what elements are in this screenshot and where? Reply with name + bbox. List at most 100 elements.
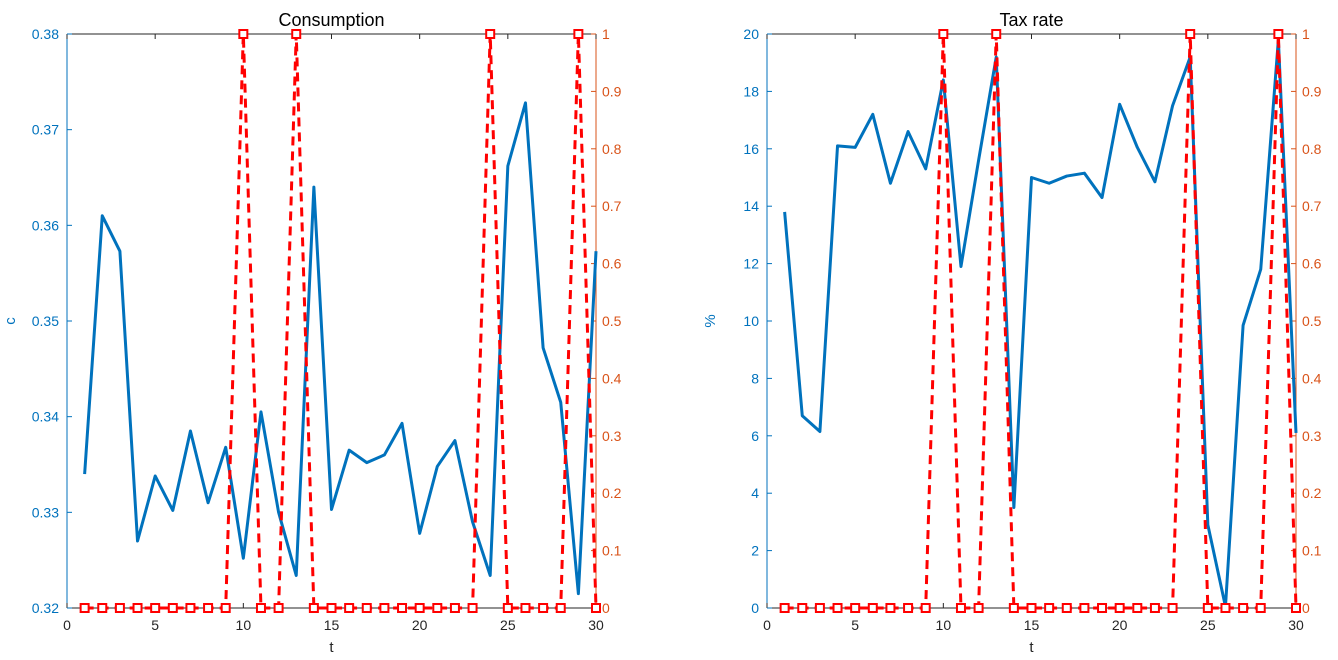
x-tick-label: 10 [236,617,252,633]
series-line-1 [783,38,1298,609]
dummy-point-marker [1255,603,1266,613]
y-tick-label: 2 [751,543,759,559]
dummy-point-marker [361,603,372,613]
y-tick-label: 0.36 [32,217,59,233]
y2-tick-label: 0.5 [1302,313,1322,329]
dummy-point-marker [538,603,549,613]
dummy-point-marker [1291,603,1301,613]
y2-tick-label: 0.9 [602,83,622,99]
dummy-point-marker [308,603,319,613]
dummy-point-marker [203,603,214,613]
y2-tick-label: 0.1 [602,543,622,559]
y2-tick-label: 0.4 [1302,370,1322,386]
dummy-point-marker [467,603,478,613]
dummy-point-marker [1026,603,1037,613]
dummy-point-marker [167,603,178,613]
dummy-point-marker [326,603,337,613]
dummy-point-marker [132,603,143,613]
dummy-point-marker [814,603,825,613]
x-axis-label: t [1029,639,1034,656]
x-axis-label: t [329,639,334,656]
dummy-point-marker [238,29,249,39]
x-tick-label: 10 [936,617,952,633]
x-tick-label: 5 [151,617,159,633]
dummy-point-marker [850,603,861,613]
y-axis-label: c [2,317,19,325]
dummy-series-line [784,32,1298,610]
y-tick-label: 0 [751,600,759,616]
y-tick-label: 6 [751,428,759,444]
dummy-point-marker [1185,29,1196,39]
x-tick-label: 0 [763,617,771,633]
dummy-point-marker [185,603,196,613]
dummy-point-marker [832,603,843,613]
y2-tick-label: 0.3 [602,428,622,444]
dummy-point-marker [273,603,284,613]
dummy-point-marker [885,603,896,613]
y2-tick-label: 0.5 [602,313,622,329]
y-tick-label: 10 [743,313,759,329]
dummy-point-marker [1044,603,1055,613]
dummy-point-marker [520,603,531,613]
y2-tick-label: 0.3 [1302,428,1322,444]
y2-tick-label: 0 [1302,600,1310,616]
y-tick-label: 8 [751,370,759,386]
x-tick-label: 30 [1288,617,1304,633]
dummy-point-marker [591,603,601,613]
x-tick-label: 15 [1024,617,1040,633]
x-tick-label: 15 [324,617,340,633]
dummy-point-marker [1008,603,1019,613]
dummy-point-marker [955,603,966,613]
y2-tick-label: 0.9 [1302,83,1322,99]
dummy-point-marker [79,603,90,613]
dummy-point-marker [379,603,390,613]
y2-tick-label: 0.7 [1302,198,1322,214]
dummy-point-marker [150,603,161,613]
dummy-point-marker [344,603,355,613]
y2-tick-label: 0.6 [602,256,622,272]
dummy-point-marker [1238,603,1249,613]
dummy-point-marker [1167,603,1178,613]
y2-tick-label: 1 [1302,26,1310,42]
dummy-point-marker [973,603,984,613]
y-tick-label: 16 [743,141,759,157]
dummy-point-marker [1097,603,1108,613]
dummy-point-marker [1149,603,1160,613]
y-tick-label: 14 [743,198,759,214]
dummy-point-marker [920,603,931,613]
dummy-point-marker [502,603,513,613]
y2-tick-label: 1 [602,26,610,42]
dummy-point-marker [291,29,302,39]
dummy-point-marker [220,603,231,613]
dummy-point-marker [114,603,125,613]
dummy-point-marker [414,603,425,613]
dummy-point-marker [1273,29,1284,39]
dummy-point-marker [1114,603,1125,613]
dummy-point-marker [1061,603,1072,613]
dummy-point-marker [449,603,460,613]
y-tick-label: 0.35 [32,313,59,329]
dummy-point-marker [867,603,878,613]
dummy-point-marker [397,603,408,613]
dummy-point-marker [432,603,443,613]
y-tick-label: 0.37 [32,122,59,138]
x-tick-label: 20 [412,617,428,633]
y2-tick-label: 0.7 [602,198,622,214]
dummy-point-marker [1220,603,1231,613]
dummy-point-marker [555,603,566,613]
x-tick-label: 5 [851,617,859,633]
y-tick-label: 0.34 [32,409,59,425]
y-tick-label: 0.38 [32,26,59,42]
dummy-point-marker [1079,603,1090,613]
y-axis-label: % [702,314,719,327]
dummy-point-marker [1202,603,1213,613]
x-tick-label: 0 [63,617,71,633]
chart-panel-2: 0 5 10 15 20 25 300246810121416182000.10.20.30… [702,10,1322,656]
y-tick-label: 4 [751,485,759,501]
y2-tick-label: 0.8 [1302,141,1322,157]
y-tick-label: 18 [743,83,759,99]
x-tick-label: 30 [588,617,604,633]
dummy-point-marker [1132,603,1143,613]
y2-tick-label: 0.2 [602,485,622,501]
y2-tick-label: 0.2 [1302,485,1322,501]
